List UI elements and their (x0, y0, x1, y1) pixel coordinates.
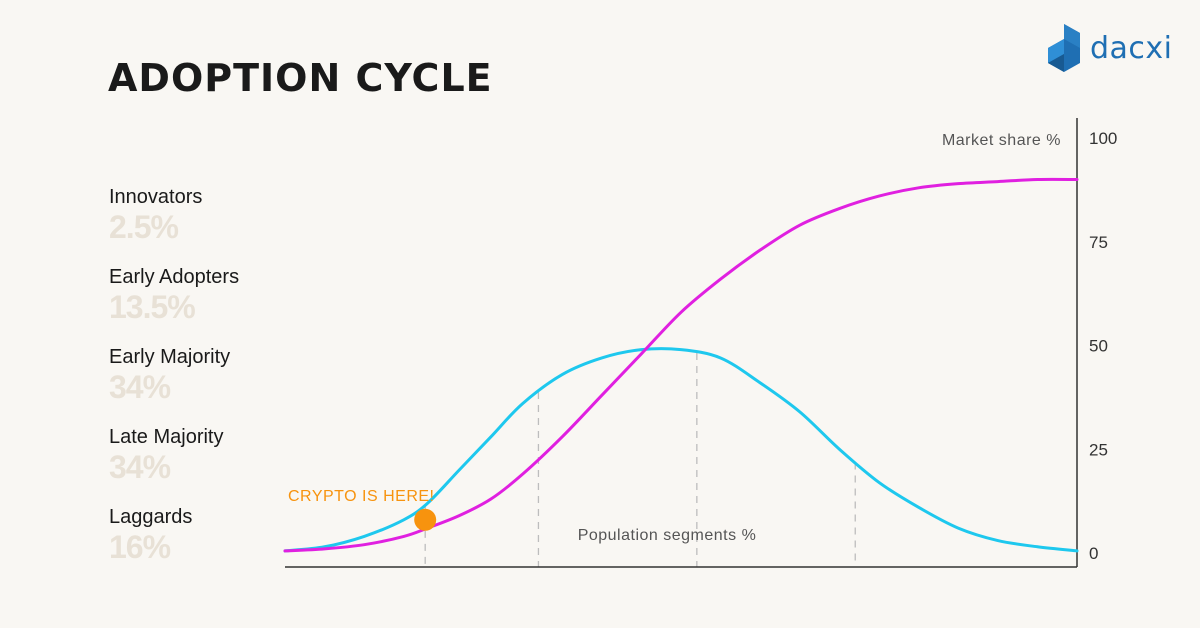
y-tick-label: 50 (1089, 337, 1108, 356)
segment-percent: 13.5% (109, 289, 196, 325)
dacxi-logo[interactable]: dacxi (1046, 24, 1173, 72)
y-tick-label: 75 (1089, 233, 1108, 252)
segment-name: Laggards (109, 506, 193, 528)
segment-name: Late Majority (109, 426, 224, 448)
segment-early-adopters: Early Adopters 13.5% (109, 264, 329, 344)
segment-list: Innovators 2.5% Early Adopters 13.5% Ear… (109, 184, 329, 584)
segment-name: Early Majority (109, 346, 231, 368)
logo-wordmark: dacxi (1090, 30, 1173, 66)
market-share-line (283, 177, 1079, 553)
y-axis-label: Market share % (942, 132, 1061, 149)
segment-dividers (424, 352, 856, 567)
segment-laggards: Laggards 16% (109, 504, 329, 584)
y-tick-label: 0 (1089, 544, 1098, 563)
page-title: ADOPTION CYCLE (108, 56, 493, 100)
crypto-marker (414, 508, 437, 531)
segment-percent: 16% (109, 529, 171, 565)
segment-percent: 2.5% (109, 209, 179, 245)
segment-innovators: Innovators 2.5% (109, 184, 329, 264)
y-tick-labels: 0 25 50 75 100 (1089, 129, 1117, 563)
segment-early-majority: Early Majority 34% (109, 344, 329, 424)
dacxi-logo-icon (1048, 24, 1080, 72)
x-axis-label: Population segments % (578, 527, 757, 544)
y-tick-label: 25 (1089, 440, 1108, 459)
segment-name: Early Adopters (109, 266, 240, 288)
crypto-annotation: CRYPTO IS HERE! (288, 488, 435, 505)
segment-name: Innovators (109, 186, 203, 208)
segment-percent: 34% (109, 449, 171, 485)
segment-percent: 34% (109, 369, 171, 405)
segment-late-majority: Late Majority 34% (109, 424, 329, 504)
bell-curve-line (283, 347, 1079, 553)
y-tick-label: 100 (1089, 129, 1117, 148)
